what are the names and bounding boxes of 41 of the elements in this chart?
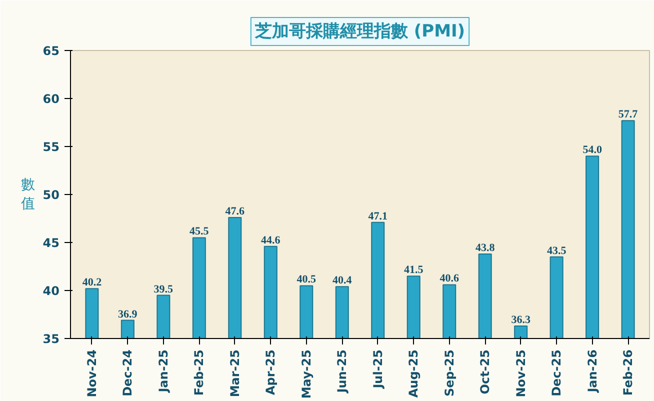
y-tick-label: 60 xyxy=(42,92,60,106)
x-tick-label: Jul-25 xyxy=(370,349,385,390)
x-tick-label: Sep-25 xyxy=(442,349,456,397)
x-tick-label: Jan-25 xyxy=(156,349,170,394)
x-tick-label: Dec-25 xyxy=(550,349,564,396)
x-tick-label: Feb-26 xyxy=(621,349,636,396)
y-tick-label: 40 xyxy=(42,284,60,298)
chart-title: 芝加哥採購經理指數 (PMI) xyxy=(254,22,466,42)
y-tick-label: 45 xyxy=(42,236,60,250)
data-label: 54.0 xyxy=(582,144,602,156)
data-label: 43.5 xyxy=(546,244,567,257)
x-tick-label: Feb-25 xyxy=(192,349,206,396)
data-label: 40.6 xyxy=(440,272,460,285)
data-label: 43.8 xyxy=(475,242,496,254)
data-label: 45.5 xyxy=(190,226,210,238)
data-label: 36.9 xyxy=(118,308,138,320)
x-tick-label: Dec-24 xyxy=(120,349,135,396)
x-tick-label: Jun-25 xyxy=(335,349,350,394)
x-tick-label: Nov-24 xyxy=(84,349,99,398)
y-tick-label: 65 xyxy=(42,44,60,58)
data-label: 40.4 xyxy=(332,274,352,287)
data-label: 47.6 xyxy=(225,206,246,218)
data-label: 44.6 xyxy=(261,234,281,246)
y-tick-label: 50 xyxy=(42,188,60,202)
x-tick-label: Apr-25 xyxy=(264,349,278,395)
data-label: 40.5 xyxy=(296,274,317,286)
x-tick-label: Aug-25 xyxy=(406,349,421,398)
y-axis-title: 數值 xyxy=(20,176,35,212)
x-tick-label: Oct-25 xyxy=(478,349,492,394)
data-label: 41.5 xyxy=(404,264,424,276)
y-tick-label: 35 xyxy=(42,332,60,346)
data-label: 57.7 xyxy=(618,108,638,121)
x-tick-label: May-25 xyxy=(299,350,314,399)
data-label: 40.2 xyxy=(82,276,102,289)
data-label: 36.3 xyxy=(511,314,531,326)
x-tick-label: Jan-26 xyxy=(585,349,600,394)
y-tick-label: 55 xyxy=(42,140,60,154)
data-label: 39.5 xyxy=(154,283,174,296)
x-tick-label: Mar-25 xyxy=(228,349,242,398)
data-label: 47.1 xyxy=(368,210,388,222)
x-tick-label: Nov-25 xyxy=(514,349,528,398)
